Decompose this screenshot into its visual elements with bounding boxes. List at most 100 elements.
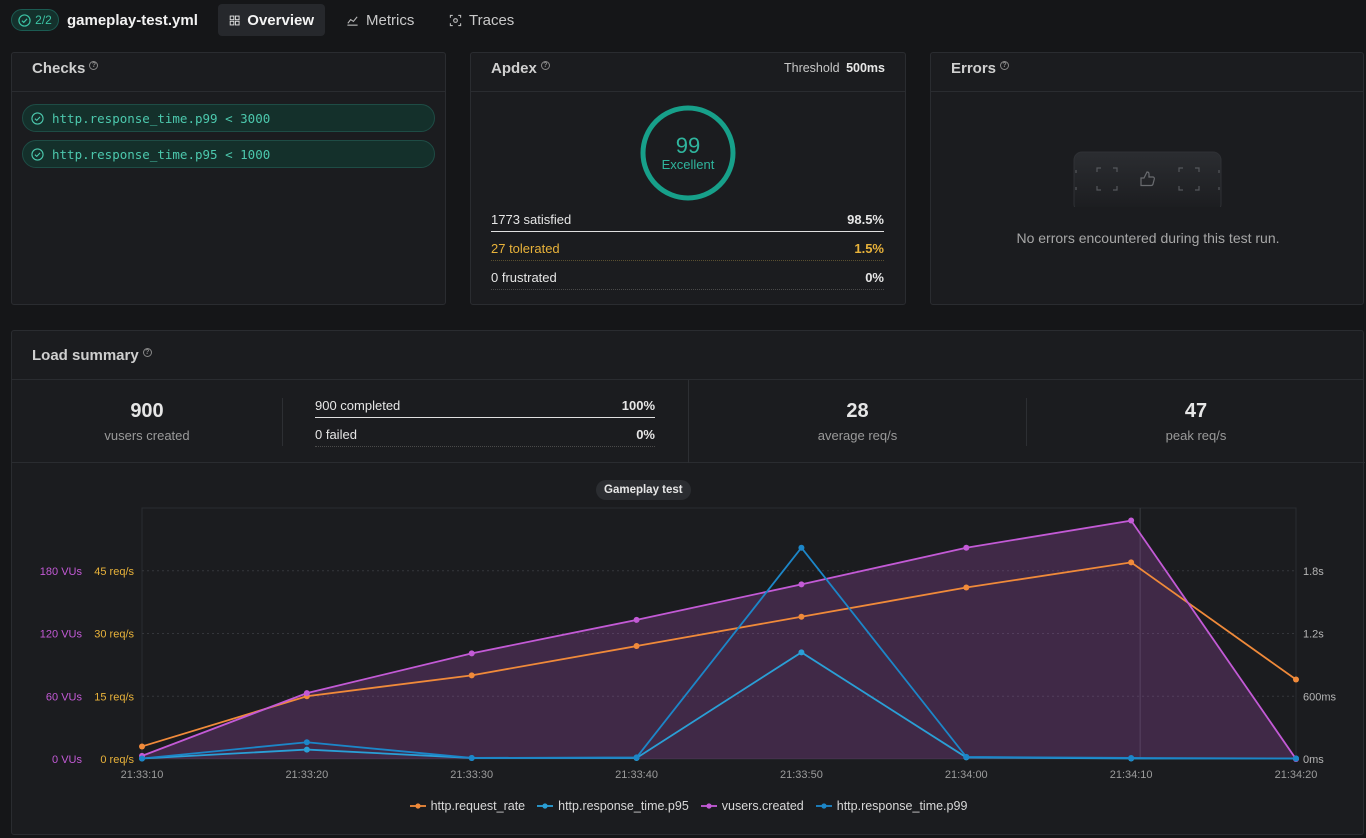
apdex-rating: Excellent (661, 157, 715, 172)
legend-marker-icon (815, 803, 832, 809)
load-summary-title: Load summary? (32, 347, 152, 364)
data-point (139, 743, 145, 750)
y-tick-ms: 1.8s (1303, 566, 1324, 578)
legend-item[interactable]: vusers.created (700, 799, 804, 813)
series-area (142, 520, 1296, 759)
checks-card-header: Checks? (12, 53, 445, 92)
check-item: http.response_time.p99 < 3000 (22, 104, 435, 132)
x-tick-label: 21:34:20 (1275, 769, 1318, 781)
empty-errors-illustration (1073, 151, 1222, 207)
legend-item[interactable]: http.response_time.p99 (815, 799, 967, 813)
completed-value: 100% (621, 398, 655, 413)
x-tick-label: 21:33:50 (780, 769, 823, 781)
tab-metrics[interactable]: Metrics (335, 4, 425, 36)
check-circle-icon (31, 111, 44, 125)
check-circle-icon (18, 13, 31, 27)
apdex-title: Apdex? (491, 60, 550, 77)
apdex-row-satisfied: 1773 satisfied 98.5% (491, 212, 884, 232)
check-circle-icon (31, 147, 44, 161)
x-tick-label: 21:33:40 (615, 769, 658, 781)
legend-marker-icon (700, 803, 717, 809)
check-text: http.response_time.p99 < 3000 (52, 110, 271, 126)
test-filename: gameplay-test.yml (67, 12, 198, 29)
completed-row: 900 completed 100% (315, 398, 655, 418)
data-point (139, 755, 145, 762)
satisfied-value: 98.5% (847, 212, 884, 227)
frustrated-value: 0% (865, 270, 884, 285)
help-icon[interactable]: ? (89, 61, 99, 70)
data-point (1128, 754, 1135, 761)
help-icon[interactable]: ? (540, 61, 550, 70)
data-point (963, 544, 970, 551)
grid-icon (229, 15, 240, 25)
y-tick-req: 30 req/s (94, 629, 134, 641)
data-point (633, 616, 640, 623)
top-bar: 2/2 gameplay-test.yml Overview Metrics T… (0, 0, 1366, 46)
divider (1026, 398, 1027, 446)
avg-rps-label: average req/s (817, 428, 898, 443)
divider (282, 398, 283, 446)
threshold-value: 500ms (846, 61, 885, 75)
chart-legend: http.request_rate http.response_time.p95 v… (12, 797, 1365, 815)
completed-label: 900 completed (315, 398, 401, 413)
avg-rps-value: 28 (846, 400, 869, 422)
series-line (141, 546, 1297, 760)
thumbs-up-icon (1140, 171, 1155, 187)
data-point (963, 584, 970, 591)
tab-traces-label: Traces (469, 11, 515, 29)
tab-overview-label: Overview (247, 11, 314, 29)
data-point (798, 649, 805, 656)
data-point (303, 746, 310, 753)
errors-card: Errors? No errors encountered during thi… (930, 52, 1364, 305)
satisfied-label: 1773 satisfied (491, 212, 572, 227)
load-summary-title-text: Load summary (32, 347, 139, 364)
data-point (468, 672, 475, 679)
series-line (141, 519, 1297, 760)
apdex-score-ring (640, 105, 736, 201)
y-tick-ms: 600ms (1303, 691, 1337, 703)
y-tick-vus: 180 VUs (40, 566, 83, 578)
tab-overview[interactable]: Overview (218, 4, 325, 36)
checks-title-text: Checks (32, 60, 86, 77)
apdex-score: 99 (675, 133, 701, 158)
apdex-title-text: Apdex (491, 60, 537, 77)
vusers-created-value: 900 (130, 400, 164, 422)
x-tick-label: 21:33:30 (450, 769, 493, 781)
data-point (1293, 676, 1299, 683)
errors-card-header: Errors? (931, 53, 1363, 92)
load-summary-card: Load summary? 900 vusers created 900 com… (11, 330, 1365, 835)
legend-item[interactable]: http.response_time.p95 (537, 799, 689, 813)
legend-item[interactable]: http.request_rate (409, 799, 525, 813)
load-summary-header: Load summary? (12, 331, 1363, 380)
data-point (468, 754, 475, 761)
tab-traces[interactable]: Traces (438, 4, 525, 36)
checks-status-badge[interactable]: 2/2 (11, 9, 59, 31)
apdex-threshold: Threshold 500ms (784, 61, 885, 75)
data-point (468, 650, 475, 657)
apdex-row-tolerated: 27 tolerated 1.5% (491, 241, 884, 261)
data-point (798, 581, 805, 588)
data-point (1128, 559, 1135, 566)
legend-label: vusers.created (721, 799, 804, 813)
load-stats-row: 900 vusers created 900 completed 100% 0 … (12, 380, 1365, 463)
failed-label: 0 failed (315, 427, 357, 442)
x-tick-label: 21:33:20 (285, 769, 328, 781)
series-line (141, 561, 1297, 748)
failed-value: 0% (636, 427, 655, 442)
tolerated-value: 1.5% (854, 241, 884, 256)
checks-title: Checks? (32, 60, 99, 77)
check-text: http.response_time.p95 < 1000 (52, 146, 271, 162)
badge-label: 2/2 (35, 13, 52, 27)
threshold-label: Threshold (783, 61, 840, 75)
y-tick-vus: 0 VUs (52, 754, 82, 766)
chart-title: Gameplay test (596, 480, 691, 500)
y-tick-ms: 1.2s (1303, 629, 1324, 641)
data-point (798, 613, 805, 620)
help-icon[interactable]: ? (1000, 61, 1010, 70)
data-point (633, 754, 640, 761)
data-point (1128, 517, 1135, 524)
y-tick-req: 45 req/s (94, 566, 134, 578)
check-item: http.response_time.p95 < 1000 (22, 140, 435, 168)
help-icon[interactable]: ? (142, 348, 152, 357)
errors-title-text: Errors (951, 60, 997, 77)
